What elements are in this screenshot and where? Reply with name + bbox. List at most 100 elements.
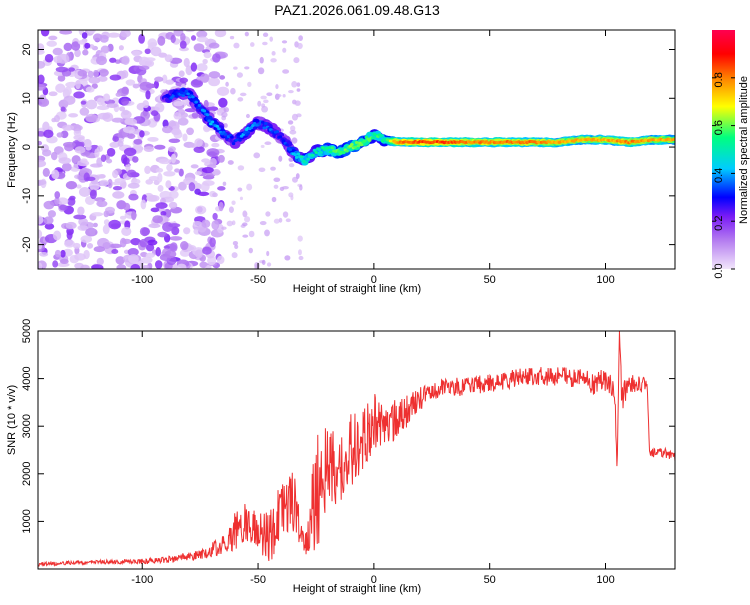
spectrogram-noise-cell: [145, 59, 155, 68]
spectrogram-noise-cell: [53, 114, 60, 123]
spectrogram-noise-cell: [239, 196, 244, 201]
spectrogram-noise-cell: [78, 217, 88, 226]
spectrogram-noise-cell: [216, 86, 230, 96]
spectrogram-noise-cell: [80, 100, 87, 105]
spectrogram-noise-cell: [38, 262, 43, 269]
snr-x-tick-label: 100: [596, 574, 614, 586]
spectrogram-noise-cell: [128, 193, 139, 201]
spectrogram-noise-cell: [38, 49, 45, 55]
spectrogram-noise-cell: [92, 222, 98, 228]
spectrogram-noise-cell: [183, 227, 191, 235]
spectrogram-noise-cell: [76, 184, 82, 189]
spectrogram-noise-cell: [155, 167, 164, 173]
spectrogram-noise-cell: [194, 138, 203, 147]
spectrogram-signal-cell: [304, 161, 309, 165]
spectrogram-noise-cell: [96, 145, 103, 153]
spectrogram-noise-cell: [54, 191, 61, 199]
spectrogram-noise-cell: [298, 255, 304, 261]
spectrogram-noise-cell: [127, 247, 139, 257]
spectrogram-signal-cell: [238, 138, 242, 142]
spectrogram-noise-cell: [153, 180, 160, 186]
spectrogram-noise-cell: [38, 97, 50, 107]
spectrogram-signal-cell: [296, 152, 301, 156]
spectrogram-noise-cell: [38, 74, 45, 84]
spectrogram-noise-cell: [177, 117, 189, 126]
spectrogram-noise-cell: [278, 155, 283, 162]
spectrogram-noise-cell: [112, 169, 119, 179]
spectrogram-noise-cell: [168, 146, 176, 153]
spectrogram-signal-cell: [312, 148, 317, 152]
spectrogram-noise-cell: [54, 197, 60, 205]
spectrogram-signal-cell: [257, 122, 262, 126]
spectrogram-noise-cell: [75, 80, 81, 90]
spectrogram-noise-cell: [86, 99, 98, 110]
spectrogram-noise-cell: [133, 138, 143, 145]
spectrogram-noise-cell: [117, 140, 124, 147]
spectrogram-noise-cell: [43, 129, 54, 138]
spectrogram-noise-cell: [259, 220, 267, 226]
spectrogram-signal-cell: [205, 115, 213, 122]
spectrogram-noise-cell: [147, 38, 157, 49]
spectrogram-noise-cell: [294, 100, 301, 106]
spectrogram-signal-cell: [278, 135, 283, 139]
spectrogram-noise-cell: [54, 249, 62, 258]
spectrogram-noise-cell: [148, 223, 161, 229]
spectrogram-noise-cell: [98, 68, 109, 77]
spectrogram-noise-cell: [209, 237, 216, 248]
spectrogram-noise-cell: [271, 196, 277, 203]
spectrogram-noise-cell: [64, 143, 74, 152]
spectrogram-noise-cell: [122, 109, 130, 116]
spectrogram-noise-cell: [160, 211, 167, 216]
spectrogram-noise-cell: [150, 110, 159, 117]
spectrogram-signal-cell: [181, 94, 186, 98]
spectrogram-noise-cell: [164, 250, 177, 259]
spectrogram-signal-cell: [230, 135, 234, 139]
spectrogram-noise-cell: [111, 117, 124, 123]
spectrogram-noise-cell: [244, 66, 250, 70]
spectrogram-noise-cell: [122, 126, 136, 134]
spectrogram-noise-cell: [80, 235, 93, 243]
spectrogram-noise-cell: [56, 132, 64, 138]
spectrogram-noise-cell: [282, 93, 286, 98]
spectrogram-noise-cell: [121, 226, 132, 236]
spectrogram-signal-cell: [205, 113, 210, 117]
spectrogram-noise-cell: [77, 69, 88, 77]
spectrogram-noise-cell: [257, 100, 262, 107]
spectrogram-x-tick-label: -100: [131, 274, 153, 286]
spectrogram-noise-cell: [121, 55, 130, 65]
spectrogram-noise-cell: [169, 236, 183, 241]
spectrogram-noise-cell: [68, 113, 79, 118]
spectrogram-noise-cell: [282, 47, 287, 53]
spectrogram-noise-cell: [250, 42, 255, 47]
spectrogram-noise-cell: [288, 163, 295, 168]
spectrogram-signal-cell: [191, 95, 195, 99]
spectrogram-noise-cell: [212, 169, 221, 176]
spectrogram-noise-cell: [70, 124, 83, 132]
spectrogram-noise-cell: [141, 264, 150, 269]
spectrogram-noise-cell: [89, 189, 97, 200]
spectrogram-noise-cell: [46, 40, 57, 47]
spectrogram-y-axis-label: Frequency (Hz): [6, 112, 18, 188]
spectrogram-noise-cell: [208, 77, 221, 87]
spectrogram-noise-cell: [271, 51, 276, 56]
spectrogram-noise-cell: [60, 106, 66, 112]
spectrogram-noise-cell: [74, 146, 86, 154]
spectrogram-noise-cell: [273, 177, 281, 183]
spectrogram-noise-cell: [157, 172, 163, 183]
spectrogram-noise-cell: [42, 167, 50, 177]
spectrogram-noise-cell: [170, 34, 176, 44]
spectrogram-noise-cell: [38, 215, 44, 225]
spectrogram-noise-cell: [197, 191, 210, 197]
spectrogram-noise-cell: [68, 67, 76, 72]
spectrogram-noise-cell: [237, 187, 243, 192]
spectrogram-noise-cell: [192, 221, 203, 226]
spectrogram-noise-cell: [85, 86, 95, 93]
spectrogram-noise-cell: [282, 211, 289, 218]
spectrogram-noise-cell: [182, 133, 188, 142]
snr-y-tick-label: 5000: [21, 319, 33, 343]
spectrogram-noise-cell: [190, 164, 199, 169]
spectrogram-noise-cell: [190, 62, 198, 72]
spectrogram-signal-cell: [294, 155, 299, 159]
spectrogram-signal-cell: [371, 136, 375, 140]
